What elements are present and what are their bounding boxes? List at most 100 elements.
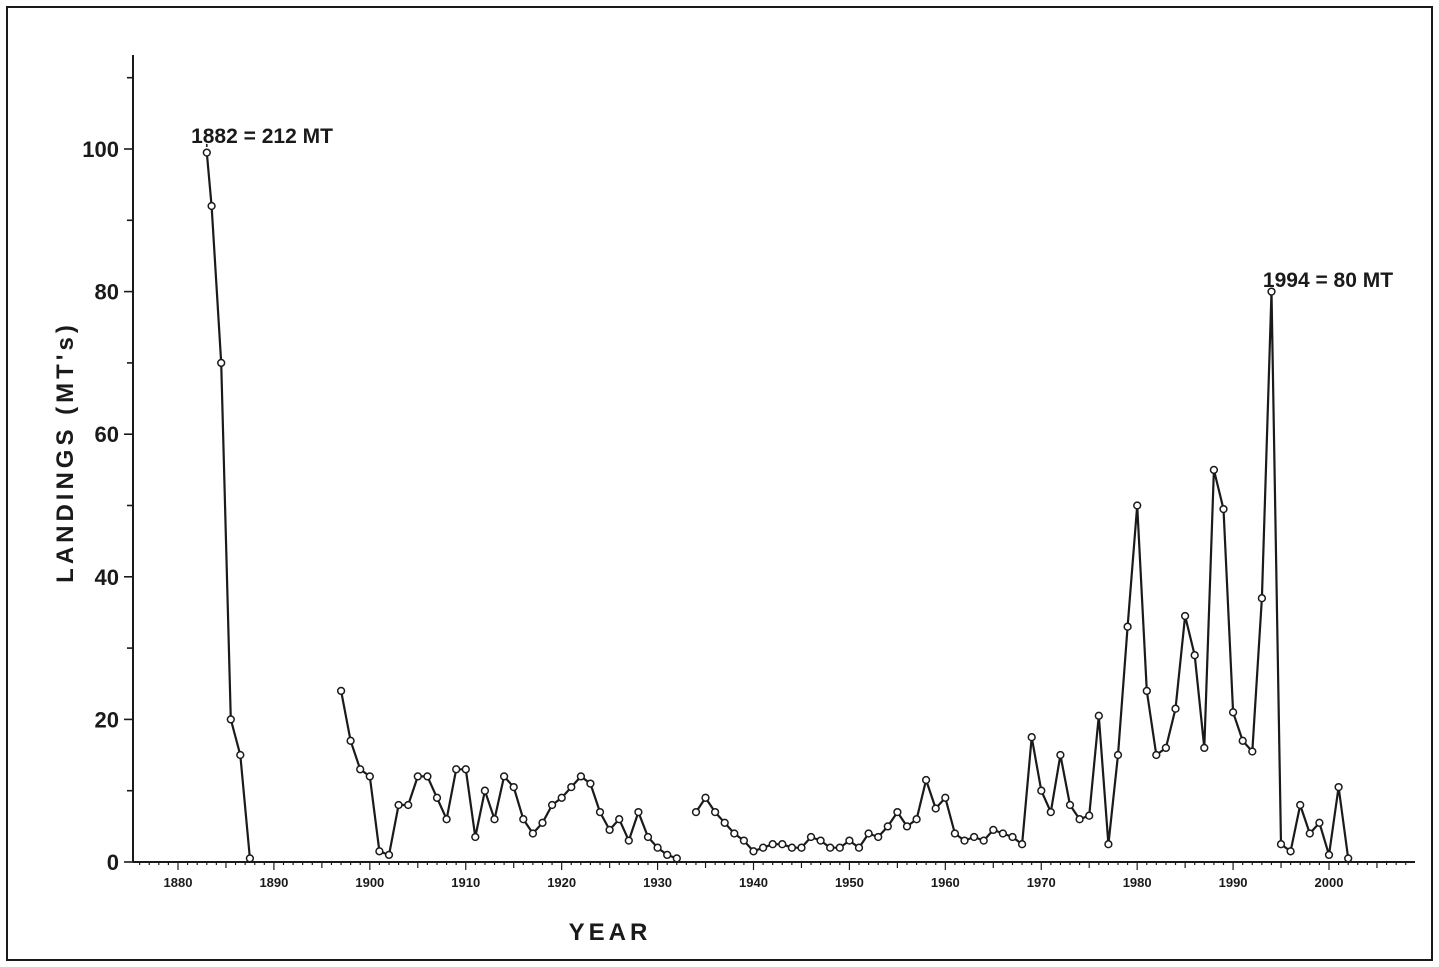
- series-line-segment-3: [695, 290, 1350, 859]
- series-line-segment-2: [340, 690, 678, 860]
- x-tick-label: 1940: [739, 875, 768, 890]
- chart-axes: 0 20 40 60 80 100 1880 1890 1900 1910 1920 1930 1940…: [82, 55, 1415, 890]
- data-point: [1046, 807, 1055, 817]
- data-point: [538, 818, 547, 827]
- x-tick-label: 1980: [1123, 875, 1152, 890]
- data-point: [787, 843, 797, 852]
- data-point: [432, 793, 442, 802]
- data-point: [854, 843, 864, 852]
- data-point: [979, 836, 988, 845]
- x-tick-label: 1920: [547, 875, 576, 890]
- data-point: [672, 854, 681, 863]
- y-tick-label: 60: [95, 422, 119, 447]
- data-point: [567, 782, 576, 792]
- x-tick-label: 1990: [1219, 875, 1248, 890]
- data-point: [874, 832, 883, 842]
- data-point: [1152, 750, 1161, 760]
- x-tick-label: 1960: [931, 875, 960, 890]
- x-tick-label: 1970: [1027, 875, 1056, 890]
- data-point: [1276, 840, 1286, 849]
- data-point: [1248, 747, 1257, 756]
- data-point: [941, 793, 950, 802]
- data-point: [806, 832, 816, 842]
- data-point: [893, 807, 902, 817]
- data-point: [1008, 832, 1017, 842]
- data-point: [1305, 829, 1314, 838]
- data-point: [998, 829, 1008, 838]
- data-point: [346, 736, 355, 745]
- data-point: [701, 793, 710, 802]
- data-point: [595, 807, 605, 817]
- data-point: [605, 825, 614, 835]
- data-point: [226, 715, 235, 724]
- data-point: [356, 765, 365, 774]
- data-point: [1161, 743, 1171, 753]
- data-point: [1056, 750, 1065, 760]
- data-point: [749, 847, 758, 856]
- data-point: [202, 148, 211, 157]
- data-point: [499, 772, 509, 781]
- data-point: [1123, 622, 1132, 631]
- x-tick-label: 1900: [355, 875, 384, 890]
- data-point: [1094, 711, 1103, 720]
- annotation-1882: 1882 = 212 MT: [191, 125, 333, 148]
- y-tick-label: 40: [95, 565, 119, 590]
- x-tick-label: 1950: [835, 875, 864, 890]
- data-point: [739, 836, 749, 845]
- data-point: [1075, 815, 1084, 824]
- data-point: [365, 772, 374, 781]
- y-tick-label: 80: [95, 280, 119, 305]
- data-point: [883, 822, 892, 831]
- data-point: [720, 818, 729, 827]
- x-tick-label: 1910: [451, 875, 480, 890]
- data-point: [797, 843, 806, 852]
- data-point: [1257, 594, 1267, 603]
- data-point: [969, 832, 979, 842]
- data-point: [950, 829, 960, 838]
- data-point: [960, 836, 969, 845]
- x-tick-label: 1890: [259, 875, 288, 890]
- data-point: [1228, 708, 1238, 717]
- data-point: [490, 815, 499, 824]
- data-point: [1315, 818, 1324, 827]
- data-point: [1142, 686, 1151, 696]
- data-point: [758, 843, 768, 852]
- data-point: [509, 782, 518, 792]
- data-point: [1133, 501, 1142, 510]
- data-point: [653, 843, 662, 852]
- data-point: [1027, 733, 1036, 742]
- data-point: [902, 822, 912, 831]
- data-point: [1113, 750, 1123, 760]
- data-point: [1065, 800, 1075, 810]
- chart-frame: [6, 6, 1433, 961]
- data-point: [1190, 651, 1199, 660]
- x-tick-label: 2000: [1315, 875, 1344, 890]
- data-point: [691, 807, 701, 817]
- data-point: [413, 772, 422, 781]
- data-point: [1209, 465, 1219, 475]
- data-point: [384, 850, 394, 860]
- data-point: [394, 800, 403, 810]
- data-point: [768, 840, 777, 849]
- data-point: [826, 843, 835, 852]
- y-tick-label: 100: [82, 137, 119, 162]
- data-point: [643, 832, 653, 842]
- data-point: [236, 750, 245, 760]
- data-point: [1104, 840, 1113, 849]
- data-point: [1286, 847, 1295, 856]
- data-point: [1017, 840, 1027, 849]
- data-point: [816, 836, 825, 845]
- y-tick-label: 20: [95, 707, 119, 732]
- data-point: [1267, 287, 1276, 296]
- data-point: [461, 765, 470, 774]
- series-layer: [202, 141, 1353, 863]
- x-tick-label: 1930: [643, 875, 672, 890]
- annotation-1994: 1994 = 80 MT: [1263, 269, 1393, 292]
- data-point: [1238, 736, 1247, 745]
- data-point: [576, 772, 586, 781]
- data-point: [835, 843, 844, 852]
- data-point: [480, 786, 490, 795]
- data-point: [423, 772, 432, 781]
- data-point: [730, 829, 739, 838]
- data-point: [557, 793, 566, 802]
